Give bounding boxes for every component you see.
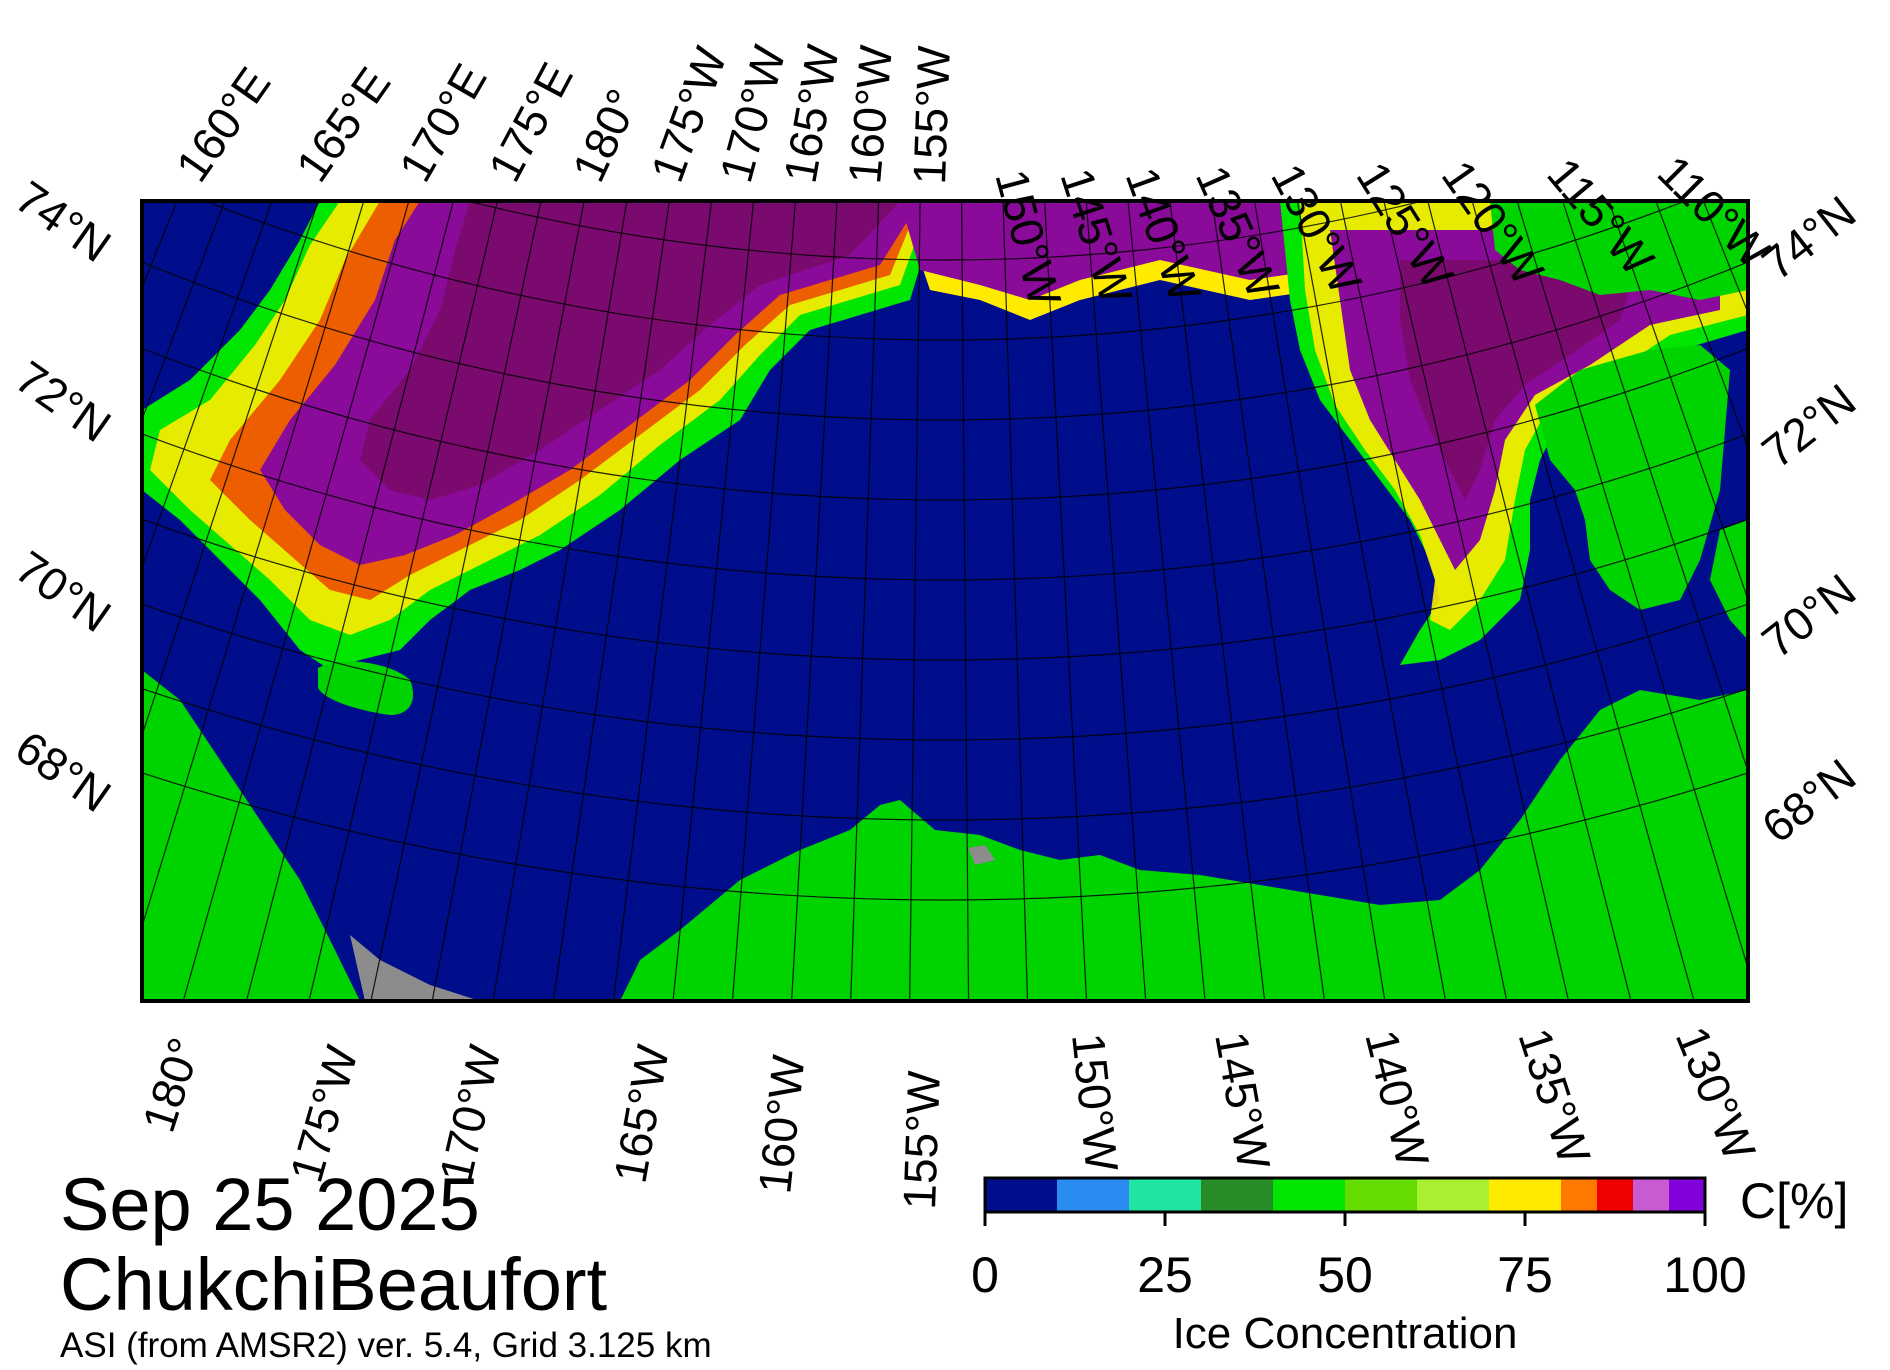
left-lat-label: 70°N — [6, 541, 120, 643]
meridian-line — [1044, 201, 1088, 1001]
left-latitude-labels: 74°N 72°N 70°N 68°N — [6, 171, 120, 823]
bottom-lon-label: 135°W — [1508, 1022, 1600, 1170]
bottom-lon-label: 140°W — [1355, 1025, 1439, 1173]
right-latitude-labels: 74°N 72°N 70°N 68°N — [1752, 186, 1865, 853]
latitude-line — [467, 201, 1423, 261]
meridian-line — [1127, 201, 1206, 1001]
top-lon-label: 155°W — [903, 44, 960, 185]
right-lat-label: 70°N — [1752, 564, 1865, 668]
meridian-line — [1253, 201, 1386, 1001]
top-lon-label: 180° — [562, 81, 649, 189]
date-label: Sep 25 2025 — [60, 1163, 480, 1246]
meridian-line — [142, 201, 365, 929]
meridian-line — [1608, 201, 1748, 602]
meridian-line — [1085, 201, 1147, 1001]
top-lon-label: 160°E — [166, 58, 281, 191]
bottom-lon-label: 150°W — [1062, 1031, 1128, 1175]
left-lat-label: 72°N — [6, 351, 120, 453]
colorbar-title: Ice Concentration — [1172, 1309, 1518, 1358]
meridian-line — [850, 201, 880, 1001]
meridian-line — [1169, 201, 1266, 1001]
land-siberia — [142, 670, 360, 1001]
meridian-line — [672, 201, 755, 1001]
land-chukotka-missing — [350, 935, 480, 1001]
bottom-lon-label: 180° — [132, 1032, 211, 1139]
colorbar-bin — [1129, 1178, 1201, 1212]
colorbar-bin — [1201, 1178, 1273, 1212]
colorbar-bin — [1669, 1178, 1705, 1212]
colorbar-bin — [1561, 1178, 1597, 1212]
colorbar-tick-label: 75 — [1497, 1247, 1553, 1303]
meridian-line — [909, 201, 921, 1001]
meridian-line — [492, 201, 628, 1001]
colorbar-bin — [985, 1178, 1057, 1212]
meridian-line — [791, 201, 838, 1001]
meridian-line — [1516, 201, 1748, 971]
meridian-line — [1211, 201, 1326, 1001]
colorbar-ticks — [983, 1212, 1707, 1226]
colorbar-tick-label: 0 — [971, 1247, 999, 1303]
right-lat-label: 72°N — [1752, 374, 1865, 478]
meridian-line — [370, 201, 542, 1001]
meridian-line — [1471, 201, 1695, 1001]
meridian-line — [431, 201, 585, 1001]
bottom-lon-label: 160°W — [748, 1052, 814, 1196]
colorbar-tick-label: 100 — [1663, 1247, 1747, 1303]
meridian-line — [1002, 201, 1029, 1001]
top-lon-label: 160°W — [838, 43, 902, 186]
sea-ice-east-dense — [1400, 260, 1640, 500]
bottom-lon-label: 165°W — [604, 1041, 679, 1187]
bottom-lon-label: 155°W — [893, 1069, 950, 1210]
source-label: ASI (from AMSR2) ver. 5.4, Grid 3.125 km — [60, 1326, 712, 1365]
colorbar-bin — [1597, 1178, 1633, 1212]
meridian-line — [612, 201, 713, 1001]
meridian-line — [245, 201, 454, 1001]
land-alaska-missing — [968, 845, 995, 865]
land-wrangel-island — [318, 661, 414, 715]
land-alaska — [620, 690, 1748, 1001]
meridian-line — [1296, 201, 1447, 1001]
meridian-line — [1562, 201, 1748, 774]
sea-ice-west-dense — [360, 201, 900, 500]
meridian-line — [1339, 201, 1508, 1001]
meridian-line — [142, 201, 273, 570]
colorbar-bin — [1345, 1178, 1417, 1212]
colorbar-bin — [1489, 1178, 1561, 1212]
meridian-line — [142, 201, 319, 738]
left-lat-label: 68°N — [6, 721, 120, 823]
colorbar-bin — [1417, 1178, 1489, 1212]
region-label: ChukchiBeaufort — [60, 1243, 608, 1326]
right-lat-label: 74°N — [1752, 186, 1865, 290]
bottom-lon-label: 130°W — [1666, 1019, 1766, 1167]
colorbar-bin — [1633, 1178, 1669, 1212]
meridian-line — [960, 201, 970, 1001]
colorbar-bin — [1273, 1178, 1345, 1212]
graticule — [142, 0, 1890, 1001]
meridian-line — [1859, 0, 1890, 799]
right-lat-label: 68°N — [1752, 749, 1865, 853]
bottom-lon-label: 145°W — [1205, 1028, 1280, 1174]
land-banks-island — [1535, 345, 1730, 610]
meridian-line — [182, 201, 410, 1001]
colorbar-unit-label: C[%] — [1740, 1173, 1849, 1229]
top-lon-label: 165°E — [286, 58, 401, 191]
meridian-line — [1427, 201, 1632, 1001]
colorbar-tick-label: 50 — [1317, 1247, 1373, 1303]
map-panel — [142, 0, 1890, 1001]
map-frame — [140, 199, 1750, 1003]
meridian-line — [1383, 201, 1570, 1001]
meridian-line — [308, 201, 498, 1001]
left-lat-label: 74°N — [6, 171, 120, 273]
meridian-line — [731, 201, 796, 1001]
colorbar — [985, 1178, 1705, 1212]
top-lon-label: 170°E — [389, 55, 497, 190]
land-victoria-island — [1710, 520, 1748, 640]
colorbar-bin — [1057, 1178, 1129, 1212]
meridian-line — [552, 201, 670, 1001]
colorbar-tick-label: 25 — [1137, 1247, 1193, 1303]
